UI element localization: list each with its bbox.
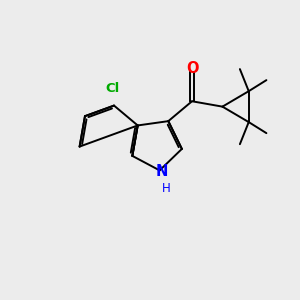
Text: H: H <box>161 182 170 195</box>
Text: Cl: Cl <box>106 82 120 95</box>
Text: N: N <box>156 164 168 179</box>
Text: O: O <box>186 61 198 76</box>
